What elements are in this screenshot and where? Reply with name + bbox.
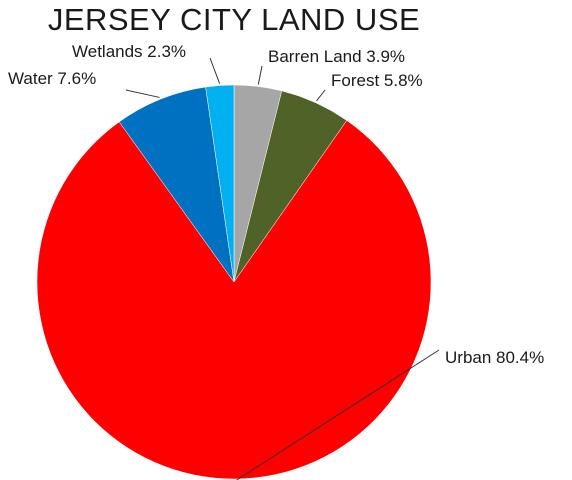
slice-label-urban: Urban 80.4% (445, 348, 544, 367)
leader-line-barren-land (257, 65, 263, 85)
pie-slices (36, 84, 432, 480)
leader-line-forest (316, 89, 326, 102)
pie-slice-urban (36, 120, 432, 480)
leader-lines (125, 57, 440, 480)
slice-label-wetlands: Wetlands 2.3% (72, 42, 186, 61)
slice-labels: Barren Land 3.9% Forest 5.8% Urban 80.4% Wa… (8, 42, 544, 367)
leader-line-wetlands (209, 57, 221, 84)
leader-line-urban (235, 349, 440, 480)
slice-label-forest: Forest 5.8% (331, 71, 423, 90)
slice-label-water: Water 7.6% (8, 69, 96, 88)
chart-title: JERSEY CITY LAND USE (48, 2, 420, 37)
leader-line-water (125, 89, 160, 98)
pie-slice-water (118, 86, 235, 283)
slice-label-barren-land: Barren Land 3.9% (268, 47, 405, 66)
pie-slice-wetlands (205, 84, 235, 283)
